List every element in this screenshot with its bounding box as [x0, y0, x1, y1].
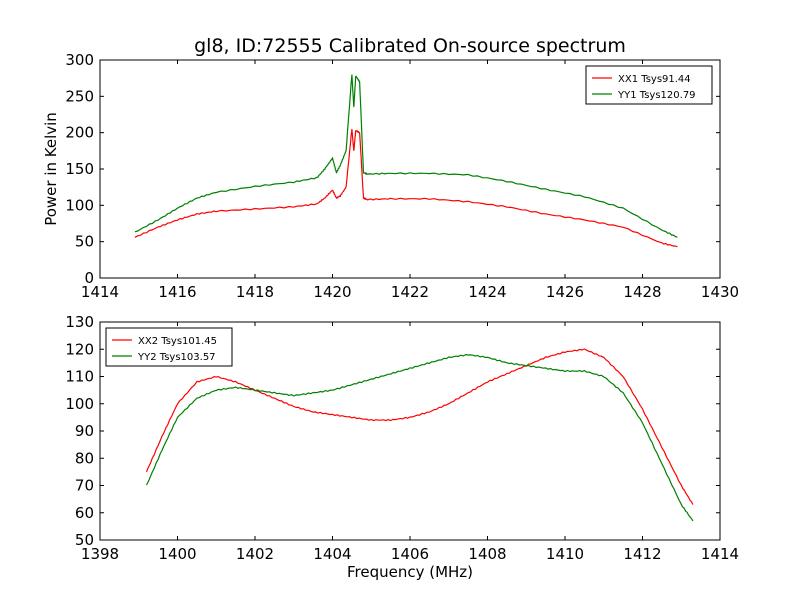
x-tick-label: 1398: [81, 545, 119, 563]
x-axis-label: Frequency (MHz): [347, 563, 473, 581]
y-axis-label: Power in Kelvin: [42, 112, 60, 226]
legend-box: [585, 65, 713, 105]
y-tick-label: 250: [65, 87, 94, 105]
y-tick-label: 90: [75, 422, 94, 440]
y-tick-label: 70: [75, 477, 94, 495]
x-tick-label: 1426: [546, 283, 584, 301]
x-tick-label: 1410: [546, 545, 584, 563]
x-tick-label: 1404: [313, 545, 351, 563]
y-tick-label: 50: [75, 233, 94, 251]
chart-title: gl8, ID:72555 Calibrated On-source spect…: [194, 35, 626, 57]
x-tick-label: 1430: [701, 283, 739, 301]
y-tick-label: 130: [65, 313, 94, 331]
bottom-panel: 1398 1400 1402 1404 1406 1408 1410 1412 1414 50 60…: [65, 313, 739, 581]
y-tick-label: 0: [84, 269, 94, 287]
x-tick-label: 1412: [623, 545, 661, 563]
y-tick-label: 100: [65, 395, 94, 413]
x-tick-label: 1402: [236, 545, 274, 563]
y-tick-label: 300: [65, 51, 94, 69]
legend-label: YY2 Tsys103.57: [137, 352, 216, 363]
y-tick-label: 80: [75, 449, 94, 467]
legend-label: YY1 Tsys120.79: [617, 90, 696, 101]
x-tick-label: 1414: [81, 283, 119, 301]
legend-label: XX2 Tsys101.45: [138, 336, 217, 347]
series-line-2: [145, 354, 694, 522]
y-tick-label: 50: [75, 531, 94, 549]
x-tick-label: 1414: [701, 545, 739, 563]
x-tick-label: 1424: [468, 283, 506, 301]
y-tick-label: 60: [75, 504, 94, 522]
y-tick-label: 150: [65, 160, 94, 178]
x-tick-label: 1428: [623, 283, 661, 301]
x-tick-label: 1420: [313, 283, 351, 301]
x-tick-label: 1408: [468, 545, 506, 563]
series-line-2: [134, 74, 678, 238]
series-line-1: [134, 128, 678, 248]
x-tick-label: 1416: [158, 283, 196, 301]
x-tick-label: 1422: [391, 283, 429, 301]
y-tick-label: 120: [65, 340, 94, 358]
legend-label: XX1 Tsys91.44: [618, 74, 691, 85]
legend: XX2 Tsys101.45 YY2 Tsys103.57: [105, 327, 233, 367]
x-tick-label: 1418: [236, 283, 274, 301]
top-panel: 1414 1416 1418 1420 1422 1424 1426 1428 1430 0 50 1…: [42, 51, 739, 301]
x-tick-label: 1400: [158, 545, 196, 563]
x-tick-label: 1406: [391, 545, 429, 563]
legend: XX1 Tsys91.44 YY1 Tsys120.79: [585, 65, 713, 105]
y-tick-label: 100: [65, 196, 94, 214]
legend-box: [105, 327, 233, 367]
y-tick-label: 200: [65, 124, 94, 142]
y-tick-label: 110: [65, 368, 94, 386]
series-line-1: [145, 348, 694, 505]
